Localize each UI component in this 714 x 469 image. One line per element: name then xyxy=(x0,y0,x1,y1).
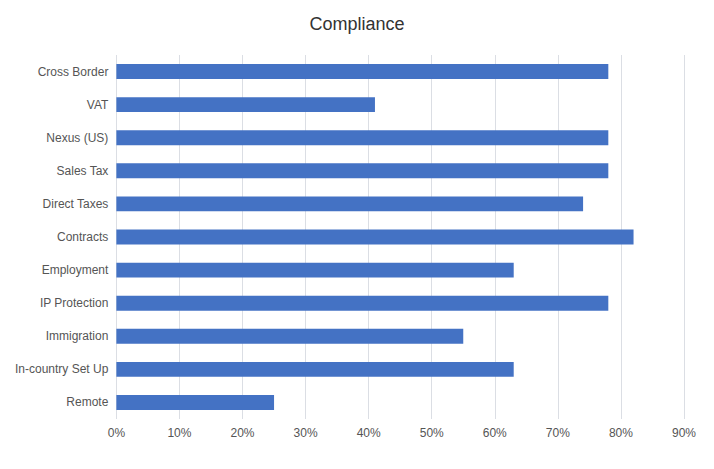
svg-text:20%: 20% xyxy=(230,426,254,440)
svg-text:40%: 40% xyxy=(357,426,381,440)
svg-text:90%: 90% xyxy=(672,426,696,440)
svg-text:60%: 60% xyxy=(483,426,507,440)
svg-text:Remote: Remote xyxy=(66,395,108,409)
svg-text:50%: 50% xyxy=(420,426,444,440)
svg-text:30%: 30% xyxy=(294,426,318,440)
svg-text:Contracts: Contracts xyxy=(57,230,108,244)
svg-text:In-country Set Up: In-country Set Up xyxy=(15,362,109,376)
svg-text:80%: 80% xyxy=(609,426,633,440)
svg-text:Employment: Employment xyxy=(42,263,109,277)
svg-text:IP Protection: IP Protection xyxy=(40,296,108,310)
svg-text:Compliance: Compliance xyxy=(309,14,404,34)
svg-text:Immigration: Immigration xyxy=(46,329,109,343)
svg-text:70%: 70% xyxy=(546,426,570,440)
svg-text:Nexus (US): Nexus (US) xyxy=(46,131,108,145)
svg-text:Sales Tax: Sales Tax xyxy=(57,164,109,178)
svg-text:0%: 0% xyxy=(108,426,126,440)
svg-text:Cross Border: Cross Border xyxy=(38,65,109,79)
svg-text:VAT: VAT xyxy=(87,98,109,112)
svg-text:10%: 10% xyxy=(167,426,191,440)
svg-text:Direct Taxes: Direct Taxes xyxy=(43,197,109,211)
